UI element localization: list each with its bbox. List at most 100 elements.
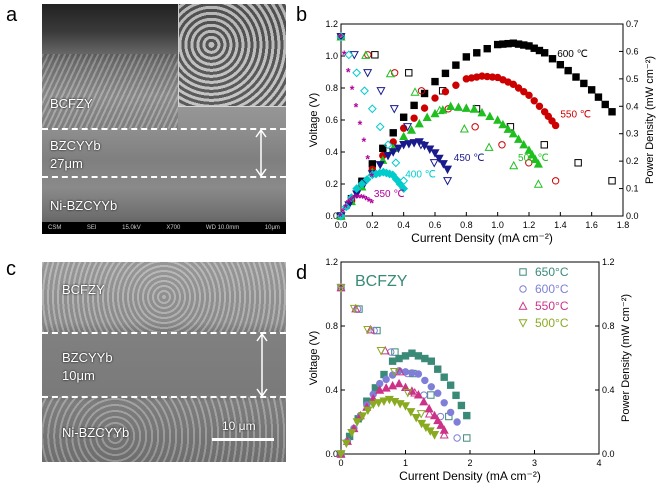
power-point (461, 103, 471, 112)
iv-point (427, 391, 435, 399)
iv-point (395, 366, 405, 376)
x-tick-label: 1.2 (523, 220, 536, 230)
power-point (524, 145, 534, 154)
power-point (389, 129, 397, 137)
power-point: * (343, 201, 348, 215)
power-point (440, 373, 448, 381)
x-tick-label: 3 (532, 458, 537, 468)
power-point (408, 369, 416, 377)
power-point (357, 412, 368, 421)
y-right-axis-label: Power Density (mW cm⁻²) (644, 56, 656, 184)
iv-point: * (365, 153, 370, 167)
layer-label-ni-bzcyyb: Ni-BZCYYb (50, 198, 118, 213)
power-point (438, 105, 448, 114)
x-tick-label: 4 (596, 458, 601, 468)
power-point (446, 408, 455, 417)
power-point (347, 193, 356, 203)
iv-point (336, 283, 346, 293)
power-point (438, 160, 448, 169)
iv-point: * (362, 135, 367, 149)
y-left-tick-label: 1.2 (325, 19, 338, 29)
power-point: * (354, 191, 359, 205)
iv-point (371, 51, 379, 59)
power-point (404, 140, 414, 149)
power-point (379, 144, 387, 153)
scale-bar-label: 10 μm (222, 419, 256, 433)
sem-image-a: BCFZY BZCYYb 27μm Ni-BZCYYb CSM SEI 15.0… (42, 4, 286, 234)
y-left-axis-label: Voltage (V) (308, 331, 320, 385)
iv-point (459, 124, 469, 133)
power-point (453, 102, 464, 111)
layer-label-bcfzy: BCFZY (50, 96, 93, 111)
power-point (601, 100, 609, 109)
series-4 (336, 32, 409, 221)
power-point (409, 139, 419, 148)
scale-bar (212, 438, 274, 441)
power-point (446, 381, 455, 389)
iv-point (453, 434, 461, 442)
power-point (483, 44, 491, 53)
power-point (453, 418, 461, 426)
y-right-axis-label: Power Density (mW cm⁻²) (620, 294, 632, 422)
panel-label-c: c (6, 258, 16, 280)
layer-label-bzcyyb: BZCYYb (50, 138, 101, 153)
power-point: * (348, 194, 353, 208)
x-axis-label: Current Density (mA cm⁻²) (399, 469, 541, 483)
power-point (446, 101, 456, 110)
y-left-tick-label: 0.0 (325, 211, 338, 221)
iv-point (608, 177, 616, 185)
series-label: 350 ℃ (374, 189, 405, 200)
iv-point (498, 141, 506, 149)
x-tick-label: 0.2 (366, 220, 379, 230)
y-right-tick-label: 0.7 (626, 19, 639, 29)
iv-point (363, 69, 373, 78)
y-left-tick-label: 0.0 (325, 449, 338, 459)
panel-label-b: b (296, 4, 308, 26)
x-tick-label: 0.0 (335, 220, 348, 230)
iv-point: * (354, 100, 359, 114)
power-point (433, 415, 443, 425)
layer-thickness-label: 27μm (50, 156, 83, 171)
iv-point (376, 87, 386, 96)
legend: 650°C 600°C 550°C 500°C (518, 265, 569, 330)
y-right-tick-label: 0.0 (626, 211, 639, 221)
power-point (564, 66, 572, 75)
iv-point (376, 346, 386, 356)
iv-point (360, 86, 369, 96)
power-point (485, 111, 495, 121)
power-point (341, 202, 351, 212)
power-point (411, 414, 421, 423)
power-point (368, 400, 378, 410)
power-point (399, 113, 408, 121)
power-point (388, 170, 398, 180)
iv-point (389, 105, 399, 114)
sem-inset-image (178, 4, 286, 107)
iv-point (336, 32, 346, 42)
power-point (424, 403, 434, 413)
iv-point: * (358, 118, 363, 132)
power-point (400, 382, 411, 392)
series-2 (336, 282, 449, 458)
iv-point (533, 179, 543, 188)
series-label: 550 ℃ (560, 109, 591, 120)
iv-point (344, 50, 354, 60)
series-3 (336, 33, 453, 221)
power-point (352, 418, 362, 427)
power-point (540, 49, 549, 57)
power-point (430, 149, 440, 158)
iv-point (484, 142, 494, 151)
power-point: * (369, 196, 374, 210)
power-point: * (362, 192, 367, 206)
y-right-tick-label: 0.4 (602, 385, 615, 395)
iv-point (370, 326, 378, 335)
series-label: 450 ℃ (454, 153, 485, 164)
power-point (441, 69, 450, 78)
power-point (429, 431, 440, 440)
y-right-tick-label: 0.5 (626, 74, 639, 84)
power-point (430, 108, 440, 118)
power-point (527, 149, 537, 159)
iv-point (389, 368, 399, 377)
series-2 (336, 32, 543, 220)
power-point (375, 385, 385, 394)
x-tick-label: 0 (338, 458, 343, 468)
